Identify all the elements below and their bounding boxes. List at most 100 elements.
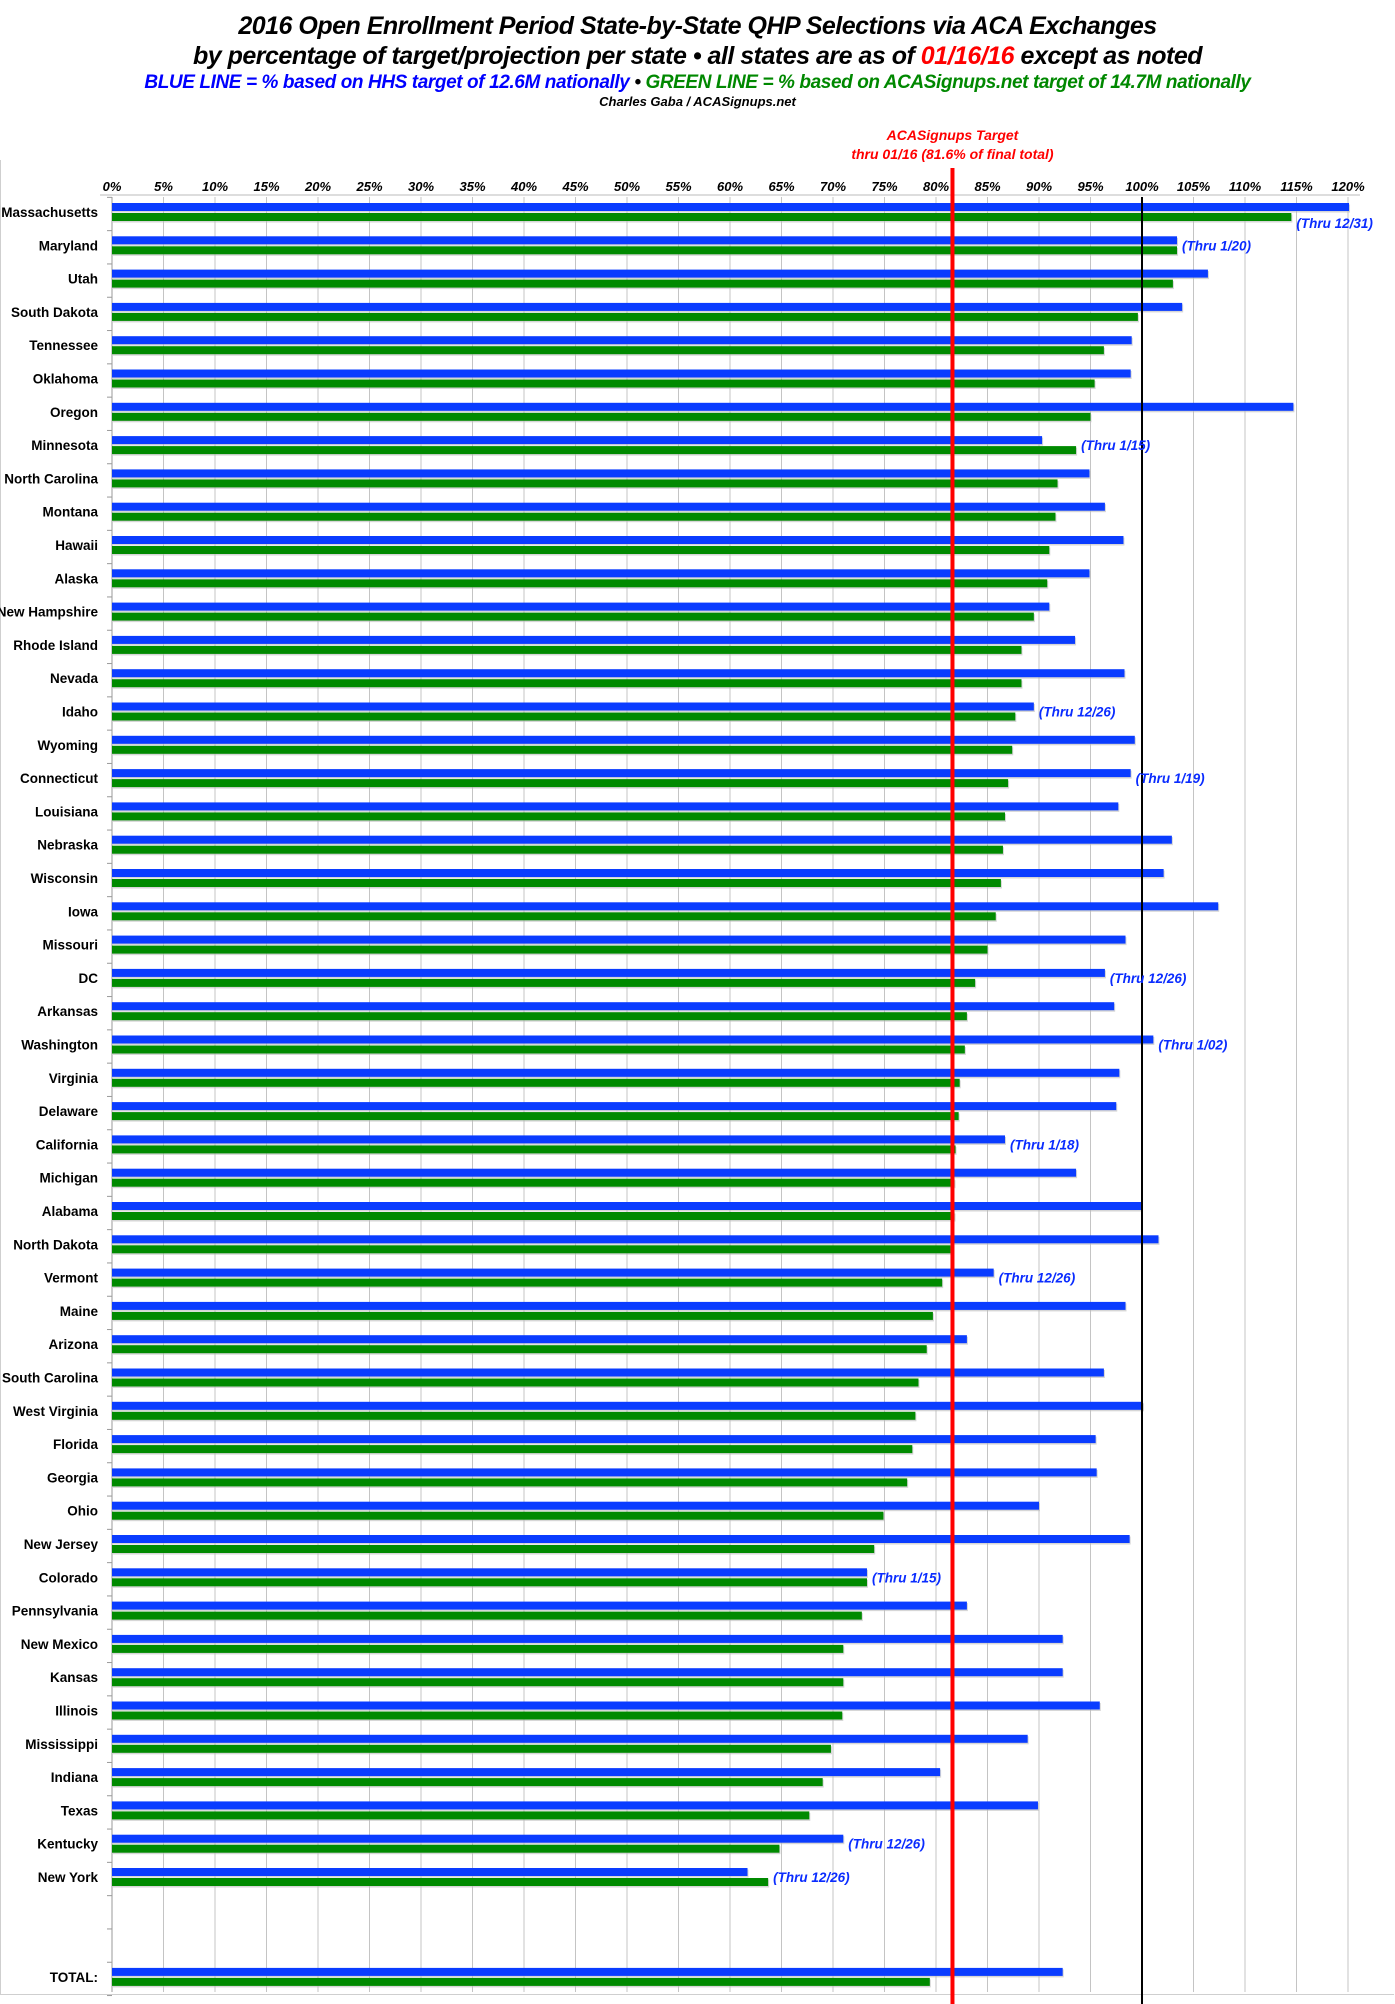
- bar-blue: [112, 569, 1090, 578]
- bar-blue: [112, 602, 1050, 611]
- category-label: Vermont: [44, 1271, 99, 1286]
- bar-blue: [112, 902, 1219, 911]
- category-label: Maine: [60, 1304, 99, 1319]
- bar-annotation: (Thru 12/26): [773, 1870, 850, 1885]
- bar-blue: [112, 369, 1131, 378]
- bar-blue: [112, 402, 1294, 411]
- bar-green: [112, 779, 1009, 788]
- bar-green: [112, 645, 1022, 654]
- bar-annotation: (Thru 1/19): [1136, 771, 1206, 786]
- bar-green: [112, 912, 996, 921]
- x-tick-label: 15%: [253, 179, 279, 194]
- bar-green: [112, 1145, 956, 1154]
- category-label: Wisconsin: [31, 871, 98, 886]
- category-label: Tennessee: [29, 338, 98, 353]
- category-label: Iowa: [68, 904, 98, 919]
- bar-annotation: (Thru 1/18): [1010, 1137, 1080, 1152]
- category-label: North Dakota: [13, 1237, 98, 1252]
- category-label: Florida: [53, 1437, 98, 1452]
- bar-annotation: (Thru 12/26): [848, 1837, 925, 1852]
- bar-blue: [112, 1002, 1115, 1011]
- x-tick-label: 20%: [304, 179, 331, 194]
- bar-green: [112, 812, 1006, 821]
- category-label: Texas: [61, 1803, 98, 1818]
- x-tick-label: 70%: [820, 179, 846, 194]
- x-tick-label: 0%: [103, 179, 122, 194]
- category-label: Maryland: [39, 238, 98, 253]
- subtitle-text-end: except as noted: [1014, 42, 1203, 70]
- bar-green: [112, 1245, 951, 1254]
- bar-blue: [112, 1368, 1104, 1377]
- category-label: TOTAL:: [50, 1970, 98, 1985]
- bar-blue: [112, 769, 1131, 778]
- bar-green: [112, 1178, 955, 1187]
- x-tick-label: 115%: [1280, 179, 1313, 194]
- x-tick-label: 5%: [154, 179, 173, 194]
- legend-blue: BLUE LINE = % based on HHS target of 12.…: [144, 72, 630, 93]
- category-label: Arkansas: [37, 1004, 98, 1019]
- category-label: Indiana: [51, 1770, 99, 1785]
- target-label-line1: ACASignups Target: [886, 127, 1019, 143]
- bar-green: [112, 213, 1292, 221]
- x-tick-label: 60%: [717, 179, 743, 194]
- category-label: Colorado: [39, 1570, 98, 1585]
- category-label: Connecticut: [20, 771, 99, 786]
- chart-subtitle: by percentage of target/projection per s…: [0, 42, 1395, 71]
- bar-green: [112, 1112, 959, 1121]
- bar-green: [112, 512, 1056, 521]
- bar-blue: [112, 735, 1135, 744]
- bar-green: [112, 1378, 919, 1387]
- bar-blue: [112, 269, 1208, 278]
- bar-blue: [112, 1035, 1154, 1044]
- category-label: Mississippi: [25, 1737, 98, 1752]
- category-label: Alaska: [54, 571, 98, 586]
- bar-green: [112, 1478, 908, 1487]
- bar-blue: [112, 1568, 867, 1577]
- bar-green: [112, 1511, 884, 1520]
- category-label: Massachusetts: [1, 205, 98, 220]
- x-tick-label: 120%: [1331, 179, 1365, 194]
- x-tick-label: 80%: [923, 179, 949, 194]
- bar-blue: [112, 1801, 1038, 1810]
- bar-blue: [112, 1102, 1117, 1111]
- category-label: Rhode Island: [13, 638, 98, 653]
- target-line-label: ACASignups Target thru 01/16 (81.6% of f…: [802, 126, 1102, 164]
- category-label: Nebraska: [37, 838, 98, 853]
- bar-green: [112, 346, 1104, 355]
- bar-green: [112, 1278, 943, 1287]
- bar-blue: [112, 1634, 1063, 1643]
- bar-annotation: (Thru 1/15): [1081, 438, 1151, 453]
- bar-blue: [112, 1335, 967, 1344]
- category-label: Kentucky: [37, 1837, 98, 1852]
- bar-green: [112, 1811, 810, 1820]
- bar-green: [112, 1045, 965, 1054]
- bar-blue: [112, 1202, 1141, 1210]
- bar-green: [112, 1844, 780, 1853]
- category-label: West Virginia: [13, 1404, 99, 1419]
- bar-annotation: (Thru 1/20): [1182, 238, 1252, 253]
- bar-green: [112, 879, 1001, 887]
- bar-green: [112, 1445, 913, 1454]
- bar-blue: [112, 203, 1350, 211]
- category-label: Montana: [43, 505, 99, 520]
- bar-green: [112, 379, 1095, 388]
- bar-blue: [112, 635, 1076, 644]
- bar-green: [112, 1212, 955, 1220]
- bar-green: [112, 1778, 823, 1787]
- bar-blue: [112, 1301, 1126, 1310]
- chart-frame: [0, 160, 1394, 1995]
- x-tick-label: 65%: [768, 179, 794, 194]
- category-label: Wyoming: [38, 738, 99, 753]
- category-label: Illinois: [55, 1704, 98, 1719]
- x-tick-label: 95%: [1077, 179, 1103, 194]
- bar-green: [112, 1311, 933, 1320]
- bar-green: [112, 1878, 769, 1886]
- x-tick-label: 30%: [408, 179, 434, 194]
- bar-blue: [112, 1701, 1100, 1710]
- bar-green: [112, 1078, 960, 1087]
- category-label: Minnesota: [31, 438, 98, 453]
- legend-green: GREEN LINE = % based on ACASignups.net t…: [645, 72, 1251, 93]
- target-label-line2: thru 01/16 (81.6% of final total): [851, 146, 1054, 162]
- bar-green: [112, 1678, 844, 1687]
